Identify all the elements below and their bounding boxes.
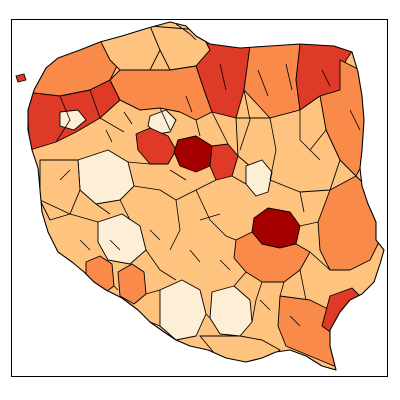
region-subcarpathia[interactable] xyxy=(277,295,341,367)
hel-peninsula xyxy=(175,23,197,41)
region-silesia[interactable] xyxy=(159,279,207,341)
region-poznan-area[interactable] xyxy=(77,149,135,205)
district-borders xyxy=(39,63,361,327)
region-kuyavia-west[interactable] xyxy=(135,127,177,165)
region-kuyavia-core[interactable] xyxy=(173,135,213,173)
region-lodz-area[interactable] xyxy=(97,213,147,265)
usedom-island xyxy=(15,73,27,83)
region-silesia-east[interactable] xyxy=(209,285,253,337)
country-outline xyxy=(27,21,385,371)
region-masovia-south[interactable] xyxy=(233,231,311,283)
